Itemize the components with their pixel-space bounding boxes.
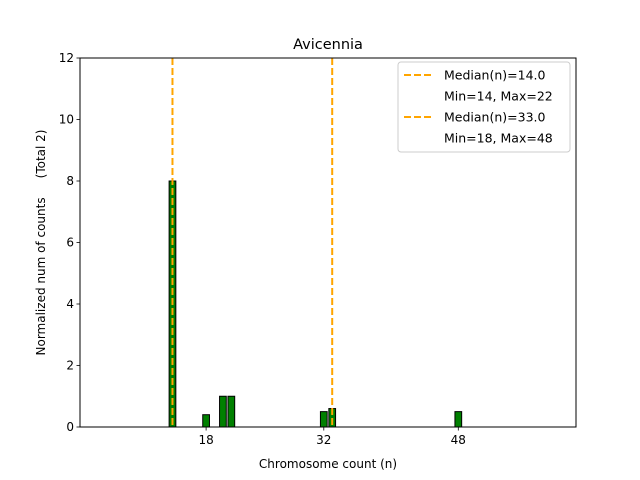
legend-median-label: Median(n)=33.0 (444, 110, 545, 125)
y-tick-label: 8 (66, 174, 74, 188)
y-tick-label: 2 (66, 359, 74, 373)
histogram-bar (202, 414, 210, 428)
y-tick-label: 6 (66, 236, 74, 250)
y-axis-label: Normalized num of counts (Total 2) (34, 130, 48, 356)
x-tick-label: 32 (316, 433, 331, 447)
y-tick-label: 4 (66, 297, 74, 311)
histogram-bar (227, 395, 236, 428)
legend-box (397, 61, 571, 153)
x-axis: 18 32 48 (198, 427, 466, 447)
y-tick-label: 10 (59, 113, 74, 127)
histogram-bar (219, 395, 227, 428)
x-axis-label: Chromosome count (n) (259, 457, 397, 471)
legend-range-label: Min=14, Max=22 (444, 89, 553, 104)
legend: Median(n)=14.0 Min=14, Max=22 Median(n)=33… (397, 61, 571, 153)
histogram-bar (319, 411, 328, 428)
legend-range-label: Min=18, Max=48 (444, 131, 553, 146)
chart-title: Avicennia (293, 37, 363, 53)
histogram-bar (454, 411, 463, 428)
x-tick-label: 18 (198, 433, 213, 447)
x-tick-label: 48 (451, 433, 466, 447)
y-axis: 0 2 4 6 8 10 12 (59, 51, 80, 434)
y-tick-label: 12 (59, 51, 74, 65)
legend-median-label: Median(n)=14.0 (444, 68, 545, 83)
y-tick-label: 0 (66, 420, 74, 434)
